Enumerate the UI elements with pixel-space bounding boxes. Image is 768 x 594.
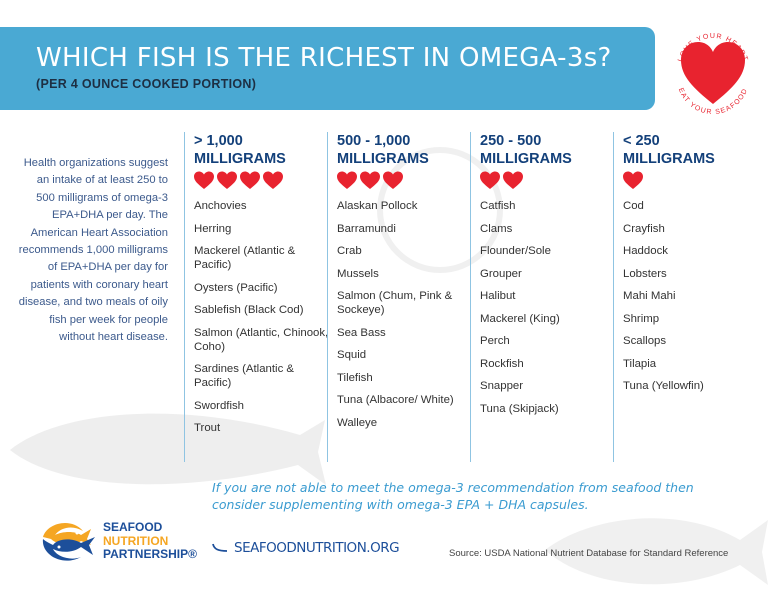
heart-icon — [480, 171, 500, 189]
heart-icon — [623, 171, 643, 189]
heart-icon — [217, 171, 237, 189]
list-item: Sardines (Atlantic & Pacific) — [194, 363, 295, 389]
list-item: Snapper — [480, 380, 524, 392]
list-item: Shrimp — [623, 312, 660, 325]
heart-icon — [194, 171, 214, 189]
page-subtitle: (PER 4 OUNCE COOKED PORTION) — [36, 77, 257, 91]
column-heading: 250 - 500 MILLIGRAMS — [480, 133, 572, 167]
list-item: Barramundi — [337, 222, 396, 235]
list-item: Trout — [194, 422, 221, 434]
heart-rating — [337, 171, 472, 193]
list-item: Lobsters — [623, 267, 667, 280]
column-250-500: 250 - 500 MILLIGRAMS Catfish Clams Flound… — [470, 132, 615, 462]
list-item: Walleye — [337, 416, 378, 429]
list-item: Mackerel (King) — [480, 312, 560, 325]
website-link[interactable]: SEAFOODNUTRITION.ORG — [212, 540, 400, 556]
list-item: Swordfish — [194, 399, 245, 412]
fish-list: Cod Crayfish Haddock Lobsters Mahi Mahi … — [623, 199, 763, 393]
list-item: Tuna (Skipjack) — [480, 402, 559, 415]
list-item: Rockfish — [480, 357, 524, 370]
supplement-note: If you are not able to meet the omega-3 … — [212, 479, 694, 513]
heart-icon — [240, 171, 260, 189]
list-item: Tuna (Albacore/ White) — [337, 394, 454, 406]
list-item: Scallops — [623, 335, 667, 347]
list-item: Perch — [480, 335, 510, 347]
column-500-1000: 500 - 1,000 MILLIGRAMS Alaskan Pollock Ba… — [327, 132, 472, 462]
list-item: Mackerel (Atlantic & Pacific) — [194, 245, 296, 271]
list-item: Anchovies — [194, 200, 247, 212]
list-item: Sea Bass — [337, 326, 386, 339]
list-item: Alaskan Pollock — [337, 200, 418, 212]
source-citation: Source: USDA National Nutrient Database … — [449, 548, 729, 559]
logo-line: SEAFOOD — [103, 520, 163, 534]
heart-rating — [194, 171, 329, 193]
logo-line: NUTRITION — [103, 533, 169, 548]
column-heading: > 1,000 MILLIGRAMS — [194, 133, 286, 167]
background-fish-illustration — [545, 518, 768, 585]
column-over-1000: > 1,000 MILLIGRAMS Anchovies Herring Mack… — [184, 132, 329, 462]
page-title: WHICH FISH IS THE RICHEST IN OMEGA-3s? — [36, 43, 612, 73]
heart-icon — [383, 171, 403, 189]
list-item: Sablefish (Black Cod) — [194, 304, 304, 316]
intro-text: Health organizations suggest an intake o… — [18, 157, 168, 344]
list-item: Clams — [480, 222, 513, 235]
arrow-icon — [212, 543, 228, 552]
seafood-nutrition-partnership-logo-icon — [42, 523, 95, 561]
list-item: Grouper — [480, 267, 522, 280]
column-under-250: < 250 MILLIGRAMS Cod Crayfish Haddock Lob… — [613, 132, 763, 462]
heart-rating — [623, 171, 763, 193]
website-text[interactable]: SEAFOODNUTRITION.ORG — [234, 540, 400, 556]
heart-icon — [337, 171, 357, 189]
love-your-heart-badge: LOVE YOUR HEART EAT YOUR SEAFOOD — [663, 18, 763, 118]
column-heading: 500 - 1,000 MILLIGRAMS — [337, 133, 429, 167]
list-item: Tilefish — [337, 371, 373, 384]
logo-text: SEAFOOD NUTRITION PARTNERSHIP® — [103, 520, 197, 562]
list-item: Catfish — [480, 200, 516, 212]
list-item: Haddock — [623, 245, 668, 257]
list-item: Flounder/Sole — [480, 245, 551, 257]
list-item: Salmon (Chum, Pink & Sockeye) — [337, 290, 453, 316]
heart-icon — [360, 171, 380, 189]
list-item: Mussels — [337, 267, 379, 280]
list-item: Mahi Mahi — [623, 290, 676, 302]
fish-list: Alaskan Pollock Barramundi Crab Mussels … — [337, 199, 472, 430]
list-item: Tilapia — [623, 357, 657, 370]
list-item: Tuna (Yellowfin) — [623, 380, 704, 392]
list-item: Salmon (Atlantic, Chinook, Coho) — [194, 326, 329, 353]
heart-icon — [503, 171, 523, 189]
heart-icon — [263, 171, 283, 189]
list-item: Oysters (Pacific) — [194, 281, 278, 294]
heart-rating — [480, 171, 615, 193]
fish-list: Catfish Clams Flounder/Sole Grouper Hali… — [480, 199, 615, 416]
list-item: Halibut — [480, 290, 516, 302]
list-item: Cod — [623, 200, 644, 212]
list-item: Crayfish — [623, 222, 665, 235]
list-item: Crab — [337, 245, 362, 257]
note-line: consider supplementing with omega-3 EPA … — [212, 497, 589, 512]
logo-line: PARTNERSHIP® — [103, 547, 197, 561]
list-item: Herring — [194, 222, 232, 235]
title-banner — [0, 27, 655, 110]
fish-list: Anchovies Herring Mackerel (Atlantic & P… — [194, 199, 329, 435]
note-line: If you are not able to meet the omega-3 … — [212, 480, 694, 495]
list-item: Squid — [337, 349, 367, 361]
heart-icon: LOVE YOUR HEART EAT YOUR SEAFOOD — [677, 33, 748, 116]
column-heading: < 250 MILLIGRAMS — [623, 133, 715, 167]
